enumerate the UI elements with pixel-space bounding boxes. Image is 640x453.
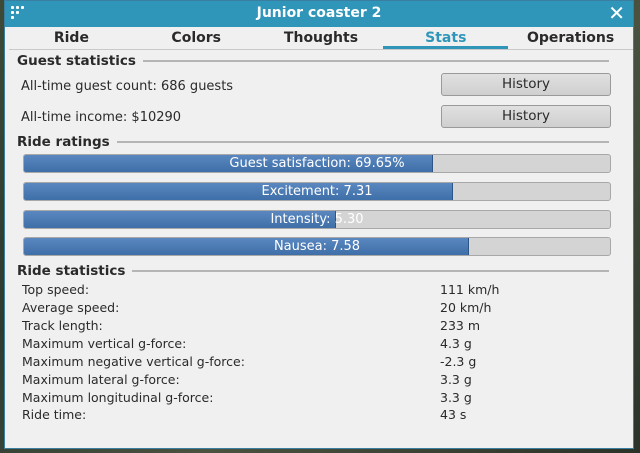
income-label: All-time income: $10290 [21, 110, 182, 125]
stat-value: 20 km/h [440, 300, 492, 315]
guest-satisfaction-label: Guest satisfaction: 69.65% [229, 156, 405, 171]
guest-satisfaction-bar: Guest satisfaction: 69.65% [23, 154, 611, 173]
guest-statistics-heading: Guest statistics [17, 53, 609, 69]
stat-label: Average speed: [22, 300, 120, 315]
stat-label: Ride time: [22, 407, 87, 422]
title-bar[interactable]: Junior coaster 2 ✕ [5, 1, 633, 27]
tab-divider [9, 49, 633, 50]
intensity-bar: Intensity: 5.30 [23, 210, 611, 229]
tab-stats[interactable]: Stats [383, 27, 509, 49]
ride-statistics-heading: Ride statistics [17, 263, 609, 279]
tab-operations[interactable]: Operations [526, 30, 615, 46]
tab-colors[interactable]: Colors [171, 30, 221, 46]
tab-bar: Ride Colors Thoughts Stats Operations [9, 27, 633, 49]
excitement-label: Excitement: 7.31 [261, 184, 373, 199]
intensity-fill [24, 211, 336, 228]
stat-value: -2.3 g [440, 354, 477, 369]
ride-ratings-heading: Ride ratings [17, 134, 609, 150]
excitement-fill [24, 183, 454, 200]
tab-thoughts[interactable]: Thoughts [283, 30, 359, 46]
close-icon[interactable]: ✕ [608, 1, 625, 25]
guest-history-button[interactable]: History [441, 73, 611, 96]
window-title: Junior coaster 2 [256, 5, 382, 21]
stat-value: 43 s [440, 407, 467, 422]
stat-value: 3.3 g [440, 372, 472, 387]
excitement-bar: Excitement: 7.31 [23, 182, 611, 201]
stat-value: 3.3 g [440, 390, 472, 405]
stat-value: 233 m [440, 318, 481, 333]
guest-count-label: All-time guest count: 686 guests [21, 79, 234, 94]
stat-value: 111 km/h [440, 282, 500, 297]
income-history-button[interactable]: History [441, 105, 611, 128]
stat-label: Maximum lateral g-force: [22, 372, 180, 387]
nausea-bar: Nausea: 7.58 [23, 237, 611, 256]
tab-ride[interactable]: Ride [53, 30, 89, 46]
guest-satisfaction-fill [24, 155, 434, 172]
intensity-label: Intensity: 5.30 [270, 212, 364, 227]
nausea-fill [24, 238, 470, 255]
stat-value: 4.3 g [440, 336, 472, 351]
ride-window: Junior coaster 2 ✕ Ride Colors Thoughts … [4, 0, 634, 449]
stat-label: Top speed: [22, 282, 90, 297]
nausea-label: Nausea: 7.58 [273, 239, 361, 254]
stat-label: Maximum longitudinal g-force: [22, 390, 214, 405]
stat-label: Maximum vertical g-force: [22, 336, 187, 351]
drag-grip-icon[interactable] [11, 6, 27, 20]
stat-label: Maximum negative vertical g-force: [22, 354, 245, 369]
stat-label: Track length: [22, 318, 103, 333]
